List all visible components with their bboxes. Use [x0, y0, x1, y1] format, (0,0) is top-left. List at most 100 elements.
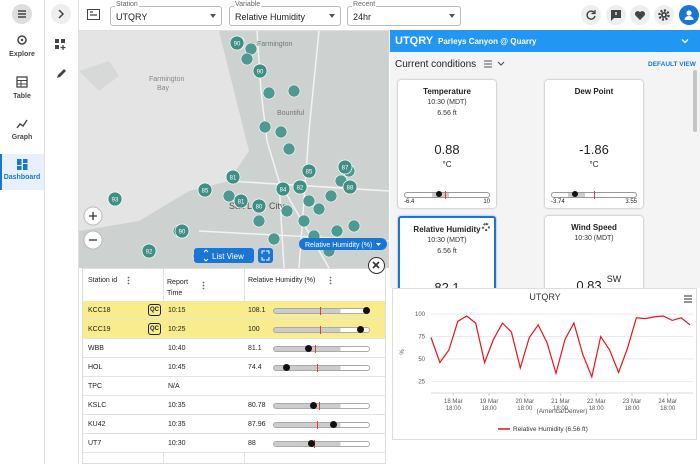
station-marker[interactable] — [262, 86, 276, 100]
refresh-button[interactable] — [581, 5, 601, 25]
range-median — [316, 421, 318, 429]
variable-chip[interactable] — [299, 238, 387, 250]
nav-graph[interactable]: Graph — [11, 134, 33, 141]
nav-dashboard[interactable]: Dashboard — [3, 174, 41, 181]
station-marker[interactable] — [282, 142, 296, 156]
station-marker[interactable] — [297, 214, 311, 228]
station-marker[interactable] — [287, 84, 301, 98]
station-marker[interactable] — [337, 159, 353, 175]
panel-station-name: Parleys Canyon @ Quarry — [438, 37, 537, 46]
table-row[interactable]: KSLC 10:35 80.78 — [83, 396, 385, 415]
card-height: 6.56 ft — [437, 110, 457, 117]
station-icon — [87, 9, 100, 20]
station-table: Station id Report Time Relative Humidity… — [82, 268, 386, 464]
toolbar — [78, 0, 700, 31]
station-marker[interactable] — [342, 179, 358, 195]
station-marker[interactable] — [107, 191, 123, 207]
station-marker[interactable] — [229, 35, 245, 51]
table-row[interactable]: WBB 10:40 81.1 — [83, 339, 385, 358]
station-marker[interactable] — [324, 189, 338, 203]
card-settings[interactable] — [482, 223, 490, 231]
station-marker[interactable] — [312, 202, 326, 216]
header-cell[interactable]: Relative Humidity (%) — [248, 277, 316, 284]
header-cell[interactable]: Report Time — [167, 279, 189, 297]
table-row[interactable]: TPC N/A — [83, 377, 385, 396]
fullscreen-button[interactable] — [258, 248, 273, 263]
table-row[interactable]: HOL 10:45 74.4 — [83, 358, 385, 377]
condition-card[interactable]: Relative Humidity 10:30 (MDT) 6.56 ft 82.1 — [398, 216, 496, 288]
table-row[interactable]: UT7 10:30 88 — [83, 434, 385, 453]
account-button[interactable] — [679, 5, 699, 25]
edit-icon[interactable] — [55, 68, 67, 80]
station-marker[interactable] — [233, 193, 249, 209]
collapse-button[interactable] — [51, 4, 71, 24]
station-marker[interactable] — [267, 232, 281, 246]
table-row[interactable]: KCC18 QC 10:15 108.1 — [83, 301, 385, 320]
select-label: Variable — [234, 1, 262, 8]
graph-icon — [16, 119, 28, 129]
settings-button[interactable] — [654, 5, 674, 25]
map-island — [79, 61, 119, 91]
station-marker[interactable] — [197, 182, 213, 198]
default-view-link[interactable]: DEFAULT VIEW — [648, 61, 696, 68]
condition-card[interactable]: Wind Speed 10:30 (MDT) 0.83 SW — [545, 216, 643, 288]
marker-label: 85 — [306, 169, 313, 175]
report-time: 10:35 — [168, 421, 186, 428]
station-marker[interactable] — [302, 194, 316, 208]
station-marker[interactable] — [222, 189, 236, 203]
station-marker[interactable] — [301, 163, 317, 179]
favorite-button[interactable] — [630, 5, 650, 25]
column-menu[interactable] — [202, 281, 205, 290]
header-cell[interactable]: Station id — [88, 277, 118, 284]
section-controls[interactable] — [483, 59, 507, 69]
menu-button[interactable] — [12, 4, 32, 24]
station-marker[interactable] — [252, 63, 268, 79]
collapse-icon[interactable] — [680, 36, 690, 46]
station-marker[interactable] — [252, 214, 266, 228]
marker-label: 87 — [342, 165, 349, 171]
select-value: UTQRY — [116, 12, 148, 22]
station-marker[interactable] — [174, 223, 190, 239]
station-select[interactable]: Station UTQRY — [110, 1, 222, 26]
range-median — [594, 191, 595, 199]
rh-value: 80.78 — [248, 402, 266, 409]
dashboard-icon — [17, 159, 28, 170]
condition-card[interactable]: Dew Point -1.86 °C -3.74 3.55 — [545, 80, 643, 208]
range-median — [319, 326, 321, 334]
card-title: Temperature — [423, 87, 471, 96]
station-marker[interactable] — [280, 204, 294, 218]
station-marker[interactable] — [274, 125, 288, 139]
station-marker[interactable] — [225, 169, 241, 185]
map[interactable]: Farmington Farmington Bay Bountiful Salt… — [79, 31, 389, 268]
table-row[interactable]: KU42 10:35 87.96 — [83, 415, 385, 434]
station-marker[interactable] — [347, 219, 361, 233]
station-marker[interactable] — [275, 181, 291, 197]
column-menu[interactable] — [329, 276, 332, 285]
close-table-button[interactable] — [368, 257, 385, 274]
chart: UTQRY % (America/Denver) 25 50 75 100 18 Mar… — [400, 292, 693, 433]
station-marker[interactable] — [240, 52, 254, 66]
table-row[interactable]: KCC19 QC 10:25 100 — [83, 320, 385, 339]
station-marker[interactable] — [330, 224, 344, 238]
column-menu[interactable] — [127, 276, 130, 285]
chart-menu[interactable] — [684, 295, 692, 303]
station-marker[interactable] — [251, 198, 267, 214]
list-view-button[interactable] — [194, 248, 254, 263]
nav-table[interactable]: Table — [13, 93, 31, 100]
station-marker[interactable] — [258, 120, 272, 134]
add-widget-icon[interactable] — [55, 39, 67, 51]
range-track — [273, 421, 370, 429]
range-median — [318, 402, 320, 410]
station-marker[interactable] — [141, 243, 157, 259]
feedback-button[interactable] — [606, 5, 626, 25]
recent-select[interactable]: Recent 24hr — [347, 1, 461, 26]
explore-icon — [17, 35, 27, 45]
condition-card[interactable]: Temperature 10:30 (MDT) 6.56 ft 0.88 °C -6.4 1… — [398, 80, 496, 208]
sidebar: Explore Table Graph Dashboard — [0, 0, 45, 464]
card-title: Dew Point — [574, 87, 614, 96]
nav-explore[interactable]: Explore — [9, 51, 35, 58]
card-height: 6.56 ft — [437, 248, 457, 255]
variable-select[interactable]: Variable Relative Humidity — [229, 1, 341, 26]
station-marker[interactable] — [292, 179, 308, 195]
